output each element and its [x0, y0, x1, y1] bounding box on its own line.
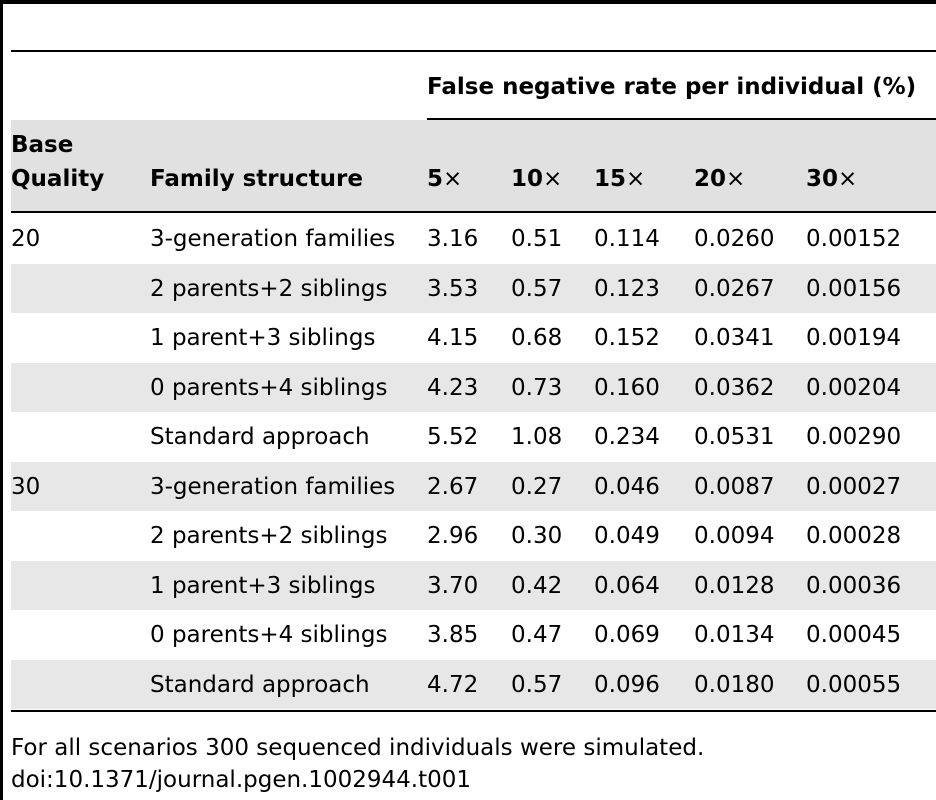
cell-fnr-value: 4.72: [427, 671, 479, 698]
cell-fnr-value: 2.96: [427, 523, 479, 549]
times-symbol: ×: [543, 166, 563, 192]
cell-fnr-value: 0.0267: [694, 275, 775, 302]
cell-fnr-value: 0.0087: [694, 473, 775, 500]
row-band: [11, 362, 936, 412]
cell-fnr-value: 4.23: [427, 374, 479, 401]
cell-fnr-value: 0.51: [511, 226, 563, 252]
cell-base-quality: 30: [11, 473, 41, 500]
cell-fnr-value: 0.0341: [694, 325, 775, 351]
cell-fnr-value: 0.00036: [806, 572, 902, 599]
cell-family-structure: 2 parents+2 siblings: [150, 523, 388, 549]
cell-fnr-value: 0.049: [594, 523, 660, 549]
cell-fnr-value: 0.00152: [806, 226, 902, 252]
header-coverage-15x: 15×: [594, 165, 645, 193]
cell-fnr-value: 0.00027: [806, 473, 902, 500]
cell-fnr-value: 2.67: [427, 473, 479, 500]
cell-fnr-value: 0.30: [511, 523, 563, 549]
cell-fnr-value: 0.096: [594, 671, 660, 698]
cell-fnr-value: 0.27: [511, 473, 563, 500]
cell-family-structure: 2 parents+2 siblings: [150, 275, 388, 302]
times-symbol: ×: [443, 166, 463, 192]
cell-fnr-value: 3.70: [427, 572, 479, 599]
cell-fnr-value: 3.16: [427, 226, 479, 252]
left-border: [0, 0, 3, 800]
row-band: [11, 263, 936, 313]
cell-fnr-value: 5.52: [427, 424, 479, 450]
cell-fnr-value: 0.046: [594, 473, 660, 500]
cell-fnr-value: 0.73: [511, 374, 563, 401]
cell-family-structure: 3-generation families: [150, 473, 396, 500]
cell-fnr-value: 0.123: [594, 275, 660, 302]
row-band: [11, 560, 936, 610]
times-symbol: ×: [626, 166, 646, 192]
cell-fnr-value: 0.00156: [806, 275, 902, 302]
cell-fnr-value: 0.57: [511, 671, 563, 698]
coverage-5-number: 5: [427, 166, 444, 192]
doi-text: doi:10.1371/journal.pgen.1002944.t001: [11, 767, 472, 793]
cell-fnr-value: 0.0362: [694, 374, 775, 401]
cell-fnr-value: 0.069: [594, 622, 660, 648]
header-base-quality-line2: Quality: [11, 166, 105, 192]
cell-fnr-value: 0.68: [511, 325, 563, 351]
cell-fnr-value: 0.0128: [694, 572, 775, 599]
cell-fnr-value: 0.47: [511, 622, 563, 648]
cell-fnr-value: 0.00290: [806, 424, 902, 450]
header-base-quality-line1: Base: [11, 132, 74, 158]
cell-fnr-value: 3.85: [427, 622, 479, 648]
cell-family-structure: Standard approach: [150, 671, 370, 698]
spanning-header-rule: [427, 118, 936, 120]
bottom-rule: [11, 710, 936, 712]
cell-fnr-value: 0.064: [594, 572, 660, 599]
coverage-15-number: 15: [594, 166, 627, 192]
times-symbol: ×: [726, 166, 746, 192]
spanning-header: False negative rate per individual (%): [427, 74, 917, 100]
cell-family-structure: 1 parent+3 siblings: [150, 572, 376, 599]
cell-fnr-value: 0.42: [511, 572, 563, 599]
cell-fnr-value: 0.234: [594, 424, 660, 450]
cell-fnr-value: 0.0094: [694, 523, 775, 549]
cell-family-structure: Standard approach: [150, 424, 370, 450]
header-coverage-20x: 20×: [694, 165, 745, 193]
coverage-30-number: 30: [806, 166, 839, 192]
cell-family-structure: 1 parent+3 siblings: [150, 325, 376, 351]
header-band: [11, 120, 936, 212]
header-family-structure: Family structure: [150, 166, 363, 192]
header-rule: [11, 211, 936, 213]
times-symbol: ×: [838, 166, 858, 192]
table-footnote: For all scenarios 300 sequenced individu…: [11, 735, 705, 761]
cell-fnr-value: 0.00028: [806, 523, 902, 549]
cell-fnr-value: 1.08: [511, 424, 563, 450]
coverage-10-number: 10: [511, 166, 544, 192]
title-rule: [11, 50, 936, 52]
cell-fnr-value: 0.00204: [806, 374, 902, 401]
cell-family-structure: 3-generation families: [150, 226, 396, 252]
cell-fnr-value: 0.00055: [806, 671, 902, 698]
cell-fnr-value: 0.57: [511, 275, 563, 302]
header-coverage-5x: 5×: [427, 165, 462, 193]
cell-fnr-value: 0.0180: [694, 671, 775, 698]
coverage-20-number: 20: [694, 166, 727, 192]
cell-family-structure: 0 parents+4 siblings: [150, 374, 388, 401]
row-band: [11, 461, 936, 511]
cell-fnr-value: 0.114: [594, 226, 660, 252]
top-border: [0, 0, 936, 4]
header-coverage-10x: 10×: [511, 165, 562, 193]
cell-fnr-value: 0.00045: [806, 622, 902, 648]
cell-fnr-value: 4.15: [427, 325, 479, 351]
cell-fnr-value: 0.0260: [694, 226, 775, 252]
cell-fnr-value: 0.0531: [694, 424, 775, 450]
row-band: [11, 659, 936, 709]
header-coverage-30x: 30×: [806, 165, 857, 193]
cell-fnr-value: 0.160: [594, 374, 660, 401]
cell-fnr-value: 0.00194: [806, 325, 902, 351]
cell-fnr-value: 0.152: [594, 325, 660, 351]
cell-fnr-value: 0.0134: [694, 622, 775, 648]
cell-fnr-value: 3.53: [427, 275, 479, 302]
cell-family-structure: 0 parents+4 siblings: [150, 622, 388, 648]
cell-base-quality: 20: [11, 226, 41, 252]
